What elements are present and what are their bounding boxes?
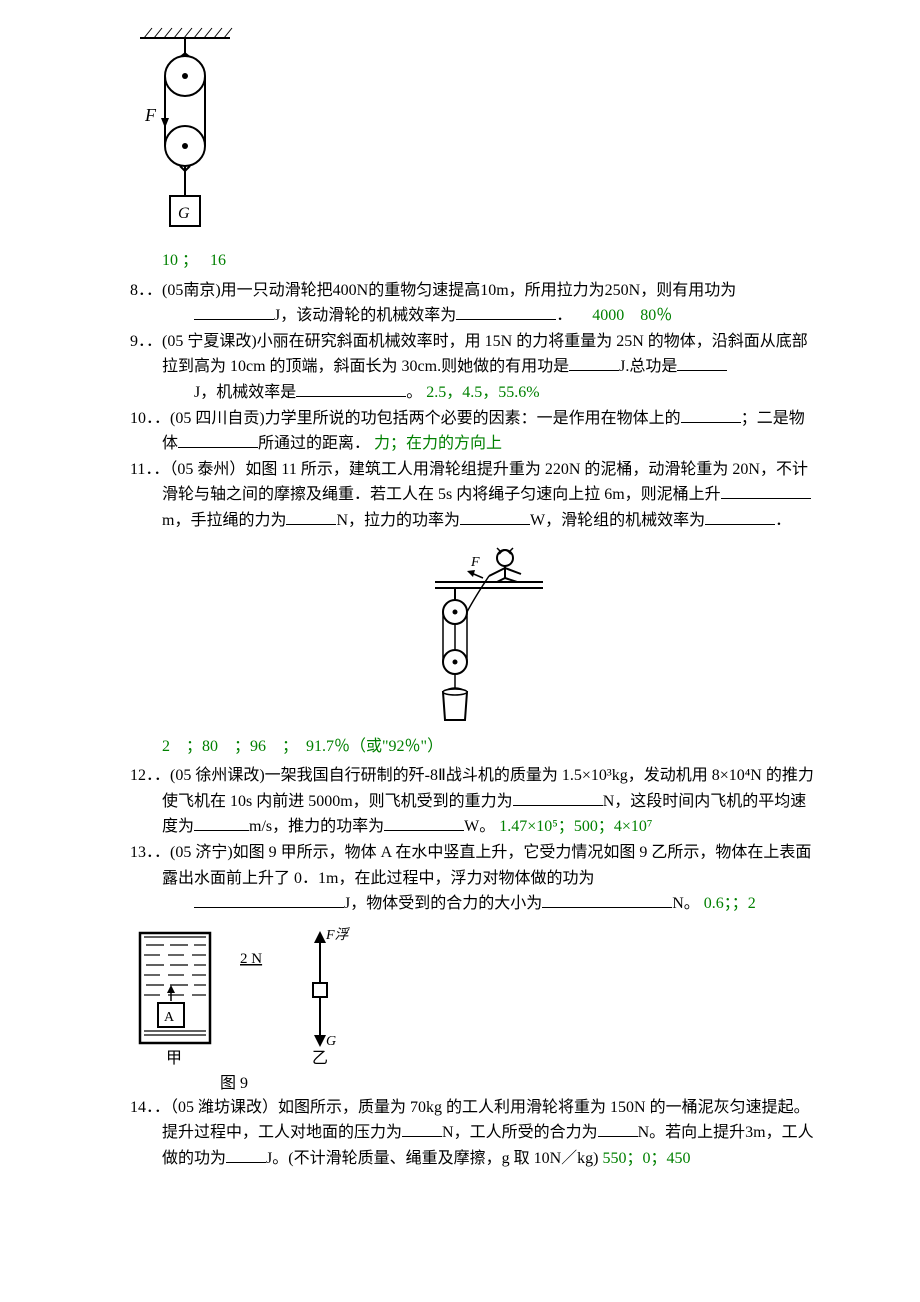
problem-8: 8．．(05南京)用一只动滑轮把400N的重物匀速提高10m，所用拉力为250N… — [130, 278, 820, 329]
answer-13: 0.6；；2 — [704, 895, 756, 912]
blank — [721, 498, 811, 499]
problem-13-text-a: (05 济宁)如图 9 甲所示，物体 A 在水中竖直上升，它受力情况如图 9 乙… — [162, 844, 811, 887]
problem-14-num: 14．． — [130, 1099, 170, 1116]
problem-11: 11．．（05 泰州）如图 11 所示，建筑工人用滑轮组提升重为 220N 的泥… — [130, 457, 820, 534]
answer-11-c: ） — [427, 738, 443, 755]
problem-12-text-c: m/s，推力的功率为 — [249, 818, 384, 835]
answer-8: 4000 80％ — [592, 307, 672, 324]
problem-14: 14．．（05 潍坊课改）如图所示，质量为 70kg 的工人利用滑轮将重为 15… — [130, 1095, 820, 1172]
answer-9: 2.5，4.5，55.6% — [426, 384, 539, 401]
blank — [598, 1136, 638, 1137]
blank — [460, 524, 530, 525]
figure-9-diagram: A 甲 2 N F浮 G 乙 图 9 — [130, 923, 390, 1093]
answer-7-a: 10 — [162, 252, 178, 269]
problem-9-num: 9．． — [130, 333, 162, 350]
problem-8-num: 8．． — [130, 282, 162, 299]
figure-pulley-1: F G — [130, 26, 820, 246]
svg-text:图 9: 图 9 — [220, 1075, 248, 1092]
blank — [194, 830, 249, 831]
blank — [677, 370, 727, 371]
problem-8-text-c: ． — [556, 307, 572, 324]
problem-13-text-b: J，物体受到的合力的大小为 — [344, 895, 542, 912]
blank — [402, 1136, 442, 1137]
svg-text:甲: 甲 — [166, 1050, 182, 1067]
problem-13-text-c: N。 — [672, 895, 700, 912]
problem-11-text-e: ． — [775, 512, 791, 529]
blank — [681, 422, 741, 423]
problem-11-num: 11．． — [130, 461, 169, 478]
pulley-diagram-1: F G — [130, 26, 240, 246]
problem-14-text-b: N，工人所受的合力为 — [442, 1124, 598, 1141]
problem-11-text-b: m，手拉绳的力为 — [162, 512, 286, 529]
problem-11-text-c: N，拉力的功率为 — [336, 512, 460, 529]
answer-10: 力；在力的方向上 — [374, 435, 502, 452]
problem-9: 9．．(05 宁夏课改)小丽在研究斜面机械效率时，用 15N 的力将重量为 25… — [130, 329, 820, 406]
problem-11-text-a: （05 泰州）如图 11 所示，建筑工人用滑轮组提升重为 220N 的泥桶，动滑… — [162, 461, 808, 504]
worker-pulley-diagram: F — [405, 542, 545, 732]
problem-8-text-a: (05南京)用一只动滑轮把400N的重物匀速提高10m，所用拉力为250N，则有… — [162, 282, 736, 299]
problem-9-text-b: J.总功是 — [619, 358, 677, 375]
answer-11-a: 2 ；80 ；96 ； 91.7％（或 — [162, 738, 382, 755]
blank — [384, 830, 464, 831]
blank — [705, 524, 775, 525]
problem-12: 12．．(05 徐州课改)一架我国自行研制的歼-8Ⅱ战斗机的质量为 1.5×10… — [130, 763, 820, 840]
answer-7-sep: ； — [182, 252, 198, 269]
blank — [178, 447, 258, 448]
problem-12-num: 12．． — [130, 767, 170, 784]
answer-12: 1.47×10⁵；500；4×10⁷ — [499, 818, 652, 835]
blank — [296, 396, 406, 397]
figure-9: A 甲 2 N F浮 G 乙 图 9 — [130, 923, 820, 1093]
blank — [513, 805, 603, 806]
answer-11-b: "92％" — [382, 738, 427, 755]
blank — [542, 907, 672, 908]
svg-text:F: F — [470, 555, 480, 570]
problem-11-text-d: W，滑轮组的机械效率为 — [530, 512, 705, 529]
blank — [456, 319, 556, 320]
answer-14: 550；0；450 — [602, 1150, 690, 1167]
problem-13-num: 13．． — [130, 844, 170, 861]
blank — [194, 319, 274, 320]
blank — [226, 1162, 266, 1163]
svg-text:F浮: F浮 — [325, 927, 351, 943]
problem-10: 10．．(05 四川自贡)力学里所说的功包括两个必要的因素：一是作用在物体上的；… — [130, 406, 820, 457]
svg-text:G: G — [326, 1034, 336, 1049]
svg-text:2 N: 2 N — [240, 951, 262, 967]
svg-text:G: G — [178, 205, 190, 222]
svg-text:F: F — [144, 105, 157, 125]
figure-worker-pulley: F — [130, 542, 820, 732]
answer-11: 2 ；80 ；96 ； 91.7％（或"92％"） — [130, 734, 820, 760]
blank — [194, 907, 344, 908]
blank — [286, 524, 336, 525]
problem-14-text-d: J。(不计滑轮质量、绳重及摩擦，g 取 10N／kg) — [266, 1150, 602, 1167]
problem-9-text-c: J，机械效率是 — [194, 384, 296, 401]
answer-7-b: 16 — [210, 252, 226, 269]
problem-10-num: 10．． — [130, 410, 170, 427]
problem-13: 13．．(05 济宁)如图 9 甲所示，物体 A 在水中竖直上升，它受力情况如图… — [130, 840, 820, 917]
problem-9-text-a: (05 宁夏课改)小丽在研究斜面机械效率时，用 15N 的力将重量为 25N 的… — [162, 333, 808, 376]
svg-text:A: A — [164, 1010, 175, 1025]
blank — [569, 370, 619, 371]
problem-8-text-b: J，该动滑轮的机械效率为 — [274, 307, 456, 324]
problem-9-text-d: 。 — [406, 384, 422, 401]
svg-text:乙: 乙 — [312, 1050, 328, 1067]
problem-10-text-a: (05 四川自贡)力学里所说的功包括两个必要的因素：一是作用在物体上的 — [170, 410, 681, 427]
problem-12-text-d: W。 — [464, 818, 495, 835]
problem-10-text-c: 所通过的距离． — [258, 435, 370, 452]
answer-7: 10 ； 16 — [130, 248, 820, 274]
